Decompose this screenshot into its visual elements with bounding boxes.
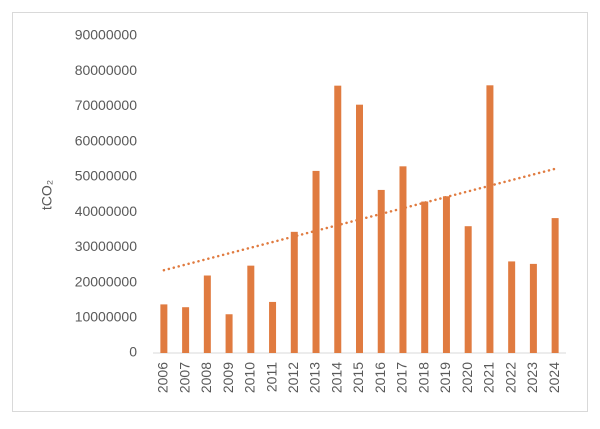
bar <box>269 301 277 353</box>
bar <box>290 231 298 353</box>
x-tick-label: 2008 <box>198 362 214 393</box>
bar <box>529 263 537 353</box>
x-tick-label: 2017 <box>394 362 410 393</box>
x-tick-label: 2007 <box>176 362 192 393</box>
y-tick-label: 20000000 <box>75 273 138 289</box>
bar <box>203 275 211 353</box>
y-tick-label: 0 <box>129 344 137 360</box>
y-tick-label: 50000000 <box>75 168 138 184</box>
bar <box>508 261 516 353</box>
x-tick-label: 2016 <box>372 362 388 393</box>
x-tick-label: 2010 <box>242 362 258 393</box>
x-tick-label: 2019 <box>437 362 453 393</box>
x-tick-label: 2012 <box>285 362 301 393</box>
y-tick-label: 70000000 <box>75 97 138 113</box>
x-tick-label: 2024 <box>546 362 562 393</box>
y-tick-label: 80000000 <box>75 62 138 78</box>
x-tick-label: 2009 <box>220 362 236 393</box>
bar <box>421 201 429 353</box>
x-tick-label: 2023 <box>524 362 540 393</box>
bar <box>182 307 190 353</box>
x-tick-label: 2011 <box>263 362 279 392</box>
trendline <box>162 167 557 272</box>
bar <box>247 265 255 353</box>
y-tick-label: 40000000 <box>75 203 138 219</box>
x-tick-label: 2020 <box>459 362 475 393</box>
bar <box>442 196 450 353</box>
x-tick-label: 2021 <box>481 362 497 393</box>
x-tick-label: 2022 <box>502 362 518 393</box>
bar <box>464 226 472 353</box>
bar <box>225 314 233 353</box>
x-tick-label: 2013 <box>307 362 323 393</box>
bar <box>486 85 494 354</box>
y-tick-label: 30000000 <box>75 238 138 254</box>
bar <box>160 304 168 353</box>
x-tick-label: 2015 <box>350 362 366 393</box>
x-tick-label: 2014 <box>328 362 344 393</box>
x-tick-label: 2006 <box>155 362 171 393</box>
y-axis-label: tCO₂ <box>39 180 55 210</box>
y-tick-label: 90000000 <box>75 27 138 43</box>
bar <box>399 166 407 353</box>
y-tick-label: 10000000 <box>75 308 138 324</box>
bar <box>356 104 363 353</box>
bar <box>334 85 342 353</box>
bar <box>377 189 385 353</box>
bar <box>312 170 320 353</box>
bar <box>551 218 559 353</box>
x-tick-label: 2018 <box>415 362 431 393</box>
y-tick-label: 60000000 <box>75 132 138 148</box>
